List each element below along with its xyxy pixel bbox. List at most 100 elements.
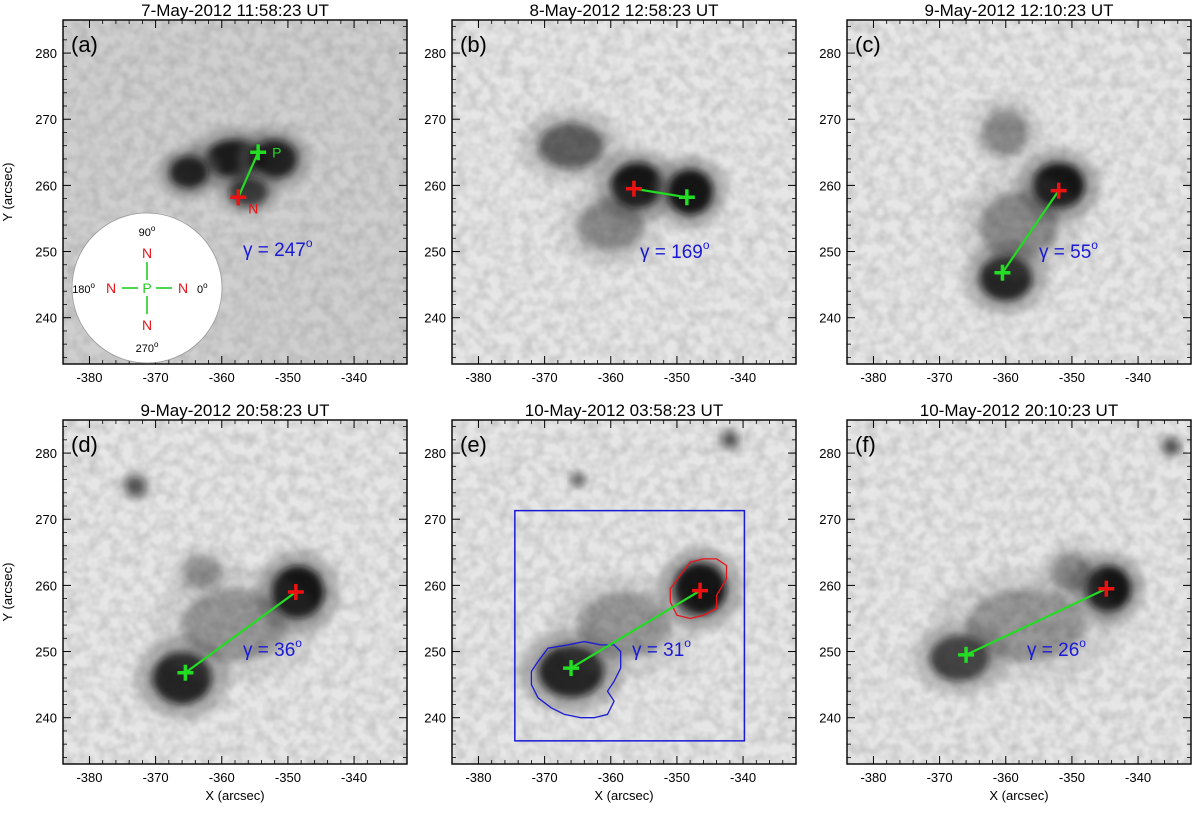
- sunspot-umbra: [168, 155, 209, 189]
- y-tick-label: 260: [35, 178, 57, 193]
- x-tick-label: -340: [341, 370, 367, 385]
- degree-symbol: o: [1091, 238, 1098, 252]
- x-tick-label: -370: [143, 770, 169, 785]
- x-tick-label: -340: [341, 770, 367, 785]
- x-tick-label: -360: [993, 770, 1019, 785]
- degree-symbol: o: [151, 224, 156, 233]
- key-n-right: N: [178, 280, 188, 296]
- y-tick-label: 260: [424, 178, 446, 193]
- x-tick-label: -340: [730, 370, 756, 385]
- x-tick-label: -340: [1125, 370, 1151, 385]
- panel-f: 10-May-2012 20:10:23 UT -380 -370 -360 -350 -…: [819, 401, 1192, 803]
- sunspot-umbra: [966, 588, 1086, 662]
- positive-polarity-contour: [530, 640, 622, 719]
- panel-b-title: 8-May-2012 12:58:23 UT: [530, 1, 719, 20]
- panel-d-image: [63, 420, 407, 764]
- x-tick-label: -380: [465, 370, 491, 385]
- n-polarity-label: N: [248, 200, 258, 216]
- y-tick-label: 270: [424, 112, 446, 127]
- x-tick-label: -360: [209, 770, 235, 785]
- negative-centroid-marker: [625, 180, 642, 197]
- bipole-axis-line: [237, 151, 260, 198]
- y-tick-label: 270: [819, 112, 841, 127]
- sunspot-umbra: [182, 555, 222, 589]
- positive-centroid-marker: [177, 664, 194, 681]
- sunspot-umbra: [251, 139, 298, 179]
- x-axis-label: X (arcsec): [989, 788, 1048, 803]
- y-tick-label: 240: [819, 711, 841, 726]
- x-tick-label: -360: [993, 370, 1019, 385]
- x-axis-label: X (arcsec): [205, 788, 264, 803]
- negative-centroid-marker: [1098, 580, 1115, 597]
- y-tick-label: 270: [819, 512, 841, 527]
- bipole-axis-line: [184, 591, 297, 674]
- y-tick-label: 250: [35, 645, 57, 660]
- sunspot-umbra: [982, 109, 1029, 156]
- x-axis-label: X (arcsec): [594, 788, 653, 803]
- x-tick-label: -370: [143, 370, 169, 385]
- y-tick-label: 240: [819, 311, 841, 326]
- x-tick-label: -380: [465, 770, 491, 785]
- bipole-axis-line: [570, 589, 701, 670]
- sunspot-umbra: [182, 588, 288, 662]
- y-tick-label: 240: [35, 711, 57, 726]
- negative-polarity-contour: [669, 558, 728, 620]
- key-angle-label: 180o: [72, 281, 95, 296]
- degree-symbol: o: [306, 236, 313, 250]
- panel-d-gamma: γ = 36o: [243, 636, 302, 661]
- y-tick-label: 280: [819, 46, 841, 61]
- bipole-axis-line: [1001, 190, 1060, 274]
- y-tick-label: 280: [35, 446, 57, 461]
- x-tick-label: -370: [927, 770, 953, 785]
- x-tick-label: -380: [860, 370, 886, 385]
- x-tick-label: -380: [76, 770, 102, 785]
- p-polarity-label: P: [272, 144, 281, 160]
- x-tick-label: -350: [1059, 370, 1085, 385]
- y-tick-label: 250: [35, 245, 57, 260]
- x-tick-label: -350: [275, 370, 301, 385]
- degree-symbol: o: [203, 281, 208, 290]
- sunspot-umbra: [1163, 438, 1180, 455]
- panel-e-image: [452, 420, 796, 764]
- panel-a: 7-May-2012 11:58:23 UT -380 -370 -360 -350 -3…: [0, 1, 408, 385]
- y-tick-label: 260: [819, 178, 841, 193]
- y-axis-label: Y (arcsec): [0, 563, 15, 622]
- y-tick-label: 280: [424, 446, 446, 461]
- negative-centroid-marker: [287, 584, 304, 600]
- negative-centroid-marker: [1050, 182, 1067, 199]
- sunspot-umbra: [979, 192, 1059, 259]
- x-tick-label: -350: [1059, 770, 1085, 785]
- x-tick-label: -360: [209, 370, 235, 385]
- y-tick-label: 240: [424, 711, 446, 726]
- x-tick-label: -340: [1125, 770, 1151, 785]
- x-tick-label: -380: [860, 770, 886, 785]
- sunspot-umbra: [577, 592, 671, 659]
- panel-d-letter: (d): [71, 432, 98, 457]
- panel-c-letter: (c): [855, 32, 881, 57]
- roi-box: [514, 509, 746, 742]
- panel-b-letter: (b): [460, 32, 487, 57]
- y-tick-label: 280: [424, 46, 446, 61]
- panel-b-gamma: γ = 169o: [640, 238, 710, 263]
- degree-symbol: o: [684, 636, 691, 650]
- panel-d-title: 9-May-2012 20:58:23 UT: [141, 401, 330, 420]
- sunspot-umbra: [577, 198, 644, 252]
- sunspot-umbra: [571, 472, 585, 487]
- key-n-top: N: [142, 245, 152, 261]
- key-p-label: P: [142, 280, 151, 296]
- sunspot-umbra: [667, 168, 714, 216]
- orientation-disk: [71, 212, 223, 364]
- panel-a-letter: (a): [71, 32, 98, 57]
- panel-e-title: 10-May-2012 03:58:23 UT: [525, 401, 723, 420]
- x-tick-label: -370: [927, 370, 953, 385]
- panel-c-gamma: γ = 55o: [1039, 238, 1098, 263]
- panel-f-image: [847, 420, 1191, 764]
- x-tick-label: -360: [598, 370, 624, 385]
- x-tick-label: -370: [532, 370, 558, 385]
- panel-a-image: [63, 20, 407, 364]
- x-tick-label: -350: [275, 770, 301, 785]
- x-tick-label: -340: [730, 770, 756, 785]
- y-axis-label: Y (arcsec): [0, 163, 15, 222]
- panel-f-gamma: γ = 26o: [1027, 636, 1086, 661]
- key-angle-label: 0o: [197, 281, 208, 296]
